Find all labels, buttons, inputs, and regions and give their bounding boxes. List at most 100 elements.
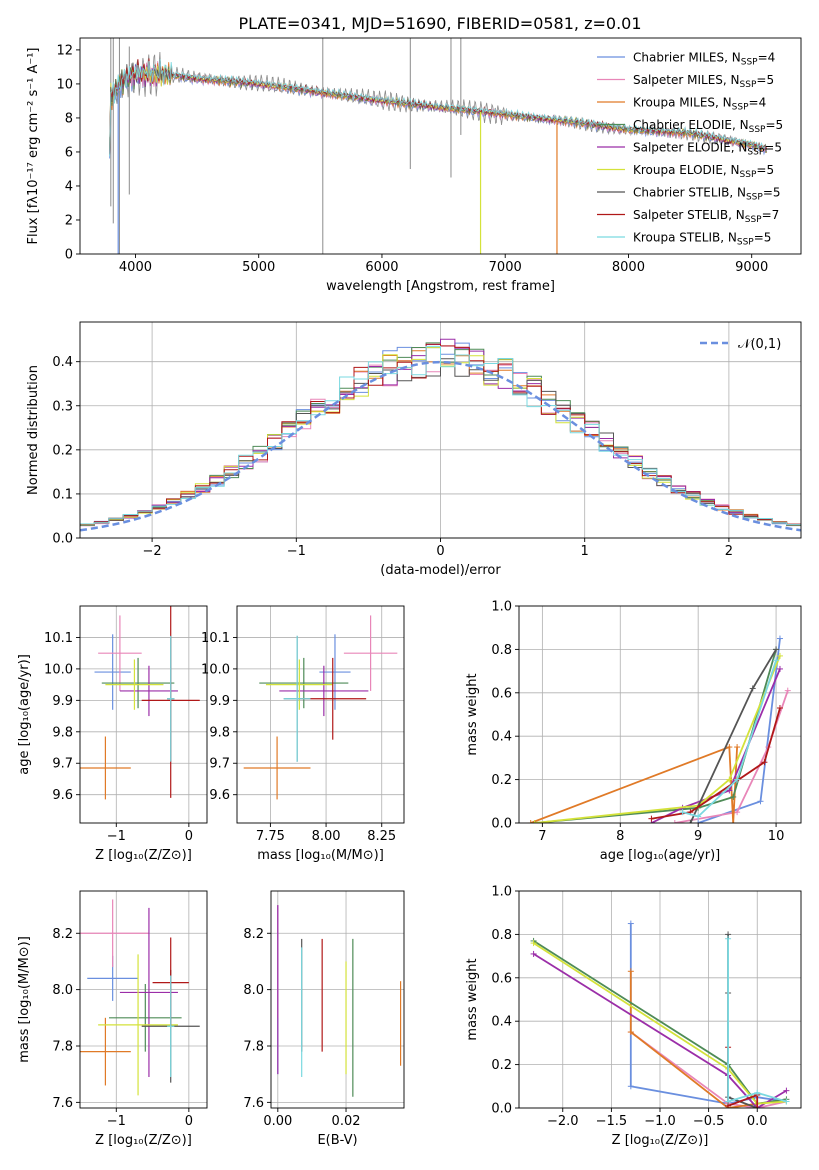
weight-line (533, 940, 787, 1105)
mass_vs_Z-plot-area (80, 899, 200, 1096)
model-spectrum-line (109, 59, 767, 157)
weight_vs_age-frame (518, 605, 802, 824)
y-tick-label: 9.9 (52, 694, 73, 709)
x-tick-label: 7 (538, 829, 546, 844)
legend-entry: Kroupa STELIB, NSSP=5 (633, 231, 771, 248)
age_vs_Z-frame (79, 605, 208, 824)
x-tick-label: 8.00 (312, 829, 341, 844)
y-tick-label: 9.8 (52, 725, 73, 740)
x-tick-label: 7000 (489, 260, 522, 275)
age_vs_Z-plot-area (80, 606, 200, 800)
x-tick-label: 8 (616, 829, 624, 844)
y-tick-label: 0.2 (491, 1058, 512, 1073)
y-tick-label: 8.0 (52, 983, 73, 998)
weight_vs_age-plot-area (527, 635, 791, 823)
spectrum-plot-area (109, 38, 767, 254)
x-tick-label: −1.0 (644, 1114, 676, 1129)
legend-entry: Kroupa ELODIE, NSSP=5 (633, 163, 774, 180)
y-tick-label: 12 (56, 43, 73, 58)
y-tick-label: 0.0 (52, 532, 73, 547)
x-tick-label: 8.25 (367, 829, 396, 844)
x-axis-label: wavelength [Angstrom, rest frame] (326, 279, 555, 294)
y-tick-label: 0.4 (491, 730, 512, 745)
y-tick-label: 7.6 (243, 1096, 264, 1111)
x-tick-label: 5000 (242, 260, 275, 275)
weight-line (533, 942, 787, 1105)
x-tick-label: −2 (143, 544, 162, 559)
mass_vs_Z-axes: −1 0 7.6 7.8 8.0 8.2 Z [log₁₀(Z/Z⊙)] mass [log₁… (17, 890, 208, 1148)
y-tick-label: 0 (65, 248, 73, 263)
gaussian-legend-label: 𝒩(0,1) (738, 337, 781, 352)
weight_vs_Z-axes: −2.0 −1.5 −1.0 −0.5 0.0 0.0 0.2 0.4 0.6 0.8 1.0 Z [… (465, 885, 802, 1148)
x-tick-label: 0 (436, 544, 444, 559)
legend-entry: Kroupa MILES, NSSP=4 (633, 96, 766, 113)
x-tick-label: −1 (107, 829, 126, 844)
histogram-step (80, 338, 801, 526)
spectrum-legend: Chabrier MILES, NSSP=4 Salpeter MILES, NS… (597, 51, 783, 248)
x-tick-label: −1 (107, 1114, 126, 1129)
y-tick-label: 6 (65, 145, 73, 160)
legend-entry: Chabrier ELODIE, NSSP=5 (633, 118, 783, 135)
legend-entry: Chabrier MILES, NSSP=4 (633, 51, 775, 68)
mass_vs_Z-frame (79, 890, 208, 1109)
weight-line (629, 971, 758, 1108)
weight-line (727, 938, 787, 1103)
y-tick-label: 9.8 (209, 725, 230, 740)
x-tick-label: 0.0 (747, 1114, 768, 1129)
y-tick-label: 10.0 (201, 662, 230, 677)
y-tick-label: 2 (65, 213, 73, 228)
y-tick-label: 0.2 (491, 773, 512, 788)
x-tick-label: 0 (185, 1114, 193, 1129)
y-tick-label: 8.2 (243, 927, 264, 942)
y-axis-label: mass [log₁₀(M/M⊙)] (17, 936, 32, 1063)
x-axis-label: mass [log₁₀(M/M⊙)] (257, 848, 384, 863)
x-axis-label: (data-model)/error (380, 563, 501, 578)
legend-entry: Salpeter STELIB, NSSP=7 (633, 208, 779, 225)
y-tick-label: 9.7 (52, 757, 73, 772)
y-tick-label: 10.1 (201, 631, 230, 646)
mass_vs_EBV-axes: 0.00 0.02 7.6 7.8 8.0 8.2 E(B-V) (243, 890, 405, 1148)
y-tick-label: 0.8 (491, 643, 512, 658)
y-tick-label: 10 (56, 77, 73, 92)
weight-line (533, 953, 787, 1108)
y-axis-label: mass weight (465, 958, 480, 1040)
y-tick-label: 4 (65, 179, 73, 194)
spectrum-axes: 4000 5000 6000 7000 8000 9000 0 2 4 6 8 10 12 wavelen… (26, 37, 802, 294)
x-tick-label: 8000 (612, 260, 645, 275)
y-tick-label: 7.6 (52, 1096, 73, 1111)
weight-line (674, 690, 789, 823)
y-tick-label: 8 (65, 111, 73, 126)
y-tick-label: 1.0 (491, 600, 512, 615)
x-tick-label: −1.5 (596, 1114, 628, 1129)
x-tick-label: −2.0 (547, 1114, 579, 1129)
y-tick-label: 0.0 (491, 1102, 512, 1117)
age_vs_mass-plot-area (243, 615, 398, 800)
x-tick-label: 2 (725, 544, 733, 559)
weight_vs_age-axes: 7 8 9 10 0.0 0.2 0.4 0.6 0.8 1.0 age [log₁₀(age/yr… (465, 600, 802, 863)
age_vs_mass-frame (236, 605, 405, 824)
y-tick-label: 0.8 (491, 928, 512, 943)
y-axis-label: age [log₁₀(age/yr)] (17, 654, 32, 775)
legend-entry: Salpeter ELODIE, NSSP=5 (633, 141, 782, 158)
y-tick-label: 0.4 (491, 1015, 512, 1030)
y-axis-label: mass weight (465, 673, 480, 755)
age_vs_mass-axes: 7.75 8.00 8.25 9.6 9.7 9.8 9.9 10.0 10.1 mass [lo… (201, 605, 405, 863)
x-tick-label: 0.00 (263, 1114, 292, 1129)
x-tick-label: 1 (581, 544, 589, 559)
x-tick-label: −1 (287, 544, 306, 559)
y-tick-label: 1.0 (491, 885, 512, 900)
y-tick-label: 8.0 (243, 983, 264, 998)
y-tick-label: 0.1 (52, 487, 73, 502)
x-tick-label: 10 (768, 829, 785, 844)
x-axis-label: age [log₁₀(age/yr)] (600, 848, 721, 863)
spectrum-frame (79, 37, 802, 255)
legend-entry: Chabrier STELIB, NSSP=5 (633, 186, 781, 203)
y-tick-label: 9.9 (209, 694, 230, 709)
y-tick-label: 0.0 (491, 817, 512, 832)
x-tick-label: 9000 (735, 260, 768, 275)
gaussian-curve (80, 360, 801, 532)
y-tick-label: 0.6 (491, 686, 512, 701)
y-tick-label: 0.6 (491, 971, 512, 986)
y-axis-label: Normed distribution (26, 365, 41, 495)
